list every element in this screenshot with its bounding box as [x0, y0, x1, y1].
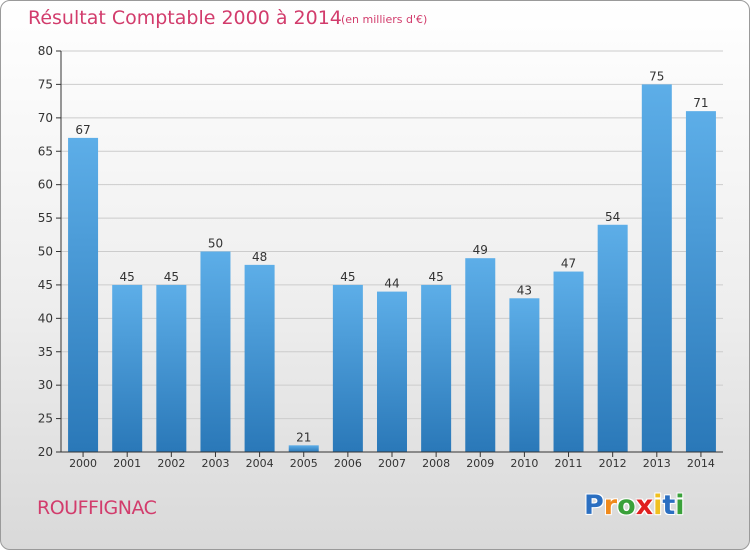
bar [68, 137, 99, 452]
y-tick-label: 40 [38, 311, 53, 325]
y-tick-label: 20 [38, 445, 53, 459]
data-label: 45 [120, 270, 135, 284]
bar [156, 284, 187, 452]
x-tick-label: 2011 [555, 457, 583, 470]
commune-name: ROUFFIGNAC [37, 497, 157, 519]
x-tick-label: 2006 [334, 457, 362, 470]
x-tick-label: 2000 [69, 457, 97, 470]
x-tick-label: 2014 [687, 457, 715, 470]
proxiti-logo: Proxiti [584, 490, 685, 521]
x-tick-label: 2013 [643, 457, 671, 470]
bar [509, 298, 540, 452]
data-label: 44 [384, 277, 399, 291]
x-tick-label: 2001 [113, 457, 141, 470]
logo-letter: o [617, 490, 636, 521]
data-label: 48 [252, 250, 267, 264]
bar [200, 251, 231, 452]
logo-letter: i [653, 490, 663, 521]
y-tick-label: 80 [38, 44, 53, 58]
bar [465, 258, 496, 452]
bar [244, 264, 275, 452]
data-label: 67 [75, 123, 90, 137]
y-tick-label: 70 [38, 111, 53, 125]
data-label: 75 [649, 69, 664, 83]
bar [685, 111, 716, 453]
x-tick-label: 2012 [599, 457, 627, 470]
y-tick-label: 55 [38, 211, 53, 225]
y-tick-label: 75 [38, 77, 53, 91]
chart-subtitle: (en milliers d'€) [341, 13, 428, 26]
y-tick-label: 50 [38, 245, 53, 259]
bar [288, 445, 319, 452]
x-tick-label: 2004 [246, 457, 274, 470]
data-label: 45 [428, 270, 443, 284]
data-label: 50 [208, 237, 223, 251]
y-tick-label: 25 [38, 412, 53, 426]
chart-title: Résultat Comptable 2000 à 2014 [28, 7, 342, 29]
axes: 20 25 30 35 40 45 50 55 60 65 70 75 80 2000 2001 2002 20… [38, 44, 723, 470]
bar [112, 284, 143, 452]
y-tick-label: 30 [38, 378, 53, 392]
logo-letter: i [675, 490, 685, 521]
data-label: 45 [340, 270, 355, 284]
y-tick-label: 45 [38, 278, 53, 292]
y-tick-label: 60 [38, 178, 53, 192]
bar [421, 284, 452, 452]
y-tick-label: 35 [38, 345, 53, 359]
bar [332, 284, 363, 452]
bar [597, 224, 628, 452]
data-label: 49 [473, 243, 488, 257]
data-label: 47 [561, 257, 576, 271]
y-tick-label: 65 [38, 144, 53, 158]
x-tick-label: 2002 [157, 457, 185, 470]
logo-letter: P [584, 490, 604, 521]
logo-letter: t [662, 490, 676, 521]
data-label: 43 [517, 283, 532, 297]
bar [377, 291, 407, 452]
x-tick-label: 2010 [510, 457, 538, 470]
data-label: 71 [693, 96, 708, 110]
bars [68, 84, 716, 453]
labels: 67 45 45 50 48 21 45 44 45 49 43 47 54 75 71 [75, 69, 708, 444]
x-tick-label: 2005 [290, 457, 318, 470]
x-tick-label: 2009 [466, 457, 494, 470]
logo-letter: r [603, 490, 618, 521]
x-tick-label: 2008 [422, 457, 450, 470]
x-tick-label: 2007 [378, 457, 406, 470]
bar [641, 84, 672, 453]
x-tick-label: 2003 [201, 457, 229, 470]
data-label: 21 [296, 430, 311, 444]
bar [553, 271, 584, 452]
data-label: 45 [164, 270, 179, 284]
data-label: 54 [605, 210, 620, 224]
logo-letter: x [635, 490, 654, 521]
